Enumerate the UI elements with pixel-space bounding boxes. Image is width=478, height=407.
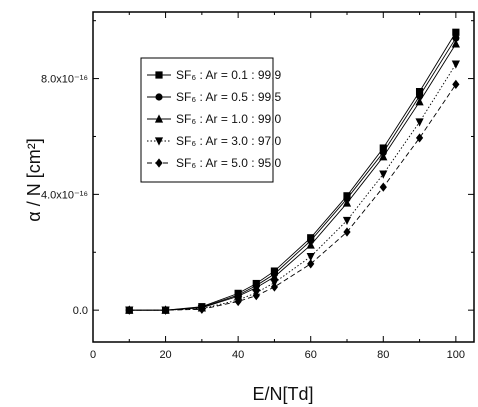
axis-ticks	[92, 12, 474, 342]
x-tick-label: 100	[447, 349, 465, 361]
legend: SF₆ : Ar = 0.1 : 99.9 SF₆ : Ar = 0.5 : 99…	[140, 57, 282, 183]
data-point	[306, 240, 315, 249]
data-point	[198, 304, 206, 314]
data-point	[379, 170, 388, 179]
legend-item-1: SF₆ : Ar = 0.1 : 99.9	[147, 68, 282, 82]
legend-label: SF₆ : Ar = 3.0 : 97.0	[176, 134, 282, 148]
data-point	[451, 60, 460, 69]
legend-label: SF₆ : Ar = 1.0 : 99.0	[176, 112, 282, 126]
data-point	[343, 227, 351, 237]
y-axis-title: α / N [cm²]	[24, 138, 44, 221]
data-point	[415, 88, 424, 96]
data-point	[379, 182, 387, 192]
legend-box	[140, 57, 274, 183]
series-5	[125, 79, 460, 315]
plot-frame	[92, 11, 475, 343]
data-point	[452, 34, 460, 42]
y-axis-tick-labels: 0.0 4.0x10⁻¹⁶ 8.0x10⁻¹⁶	[41, 74, 88, 318]
legend-marker	[155, 158, 163, 168]
y-tick-label: 4.0x10⁻¹⁶	[41, 189, 88, 201]
x-axis-tick-labels: 0 20 40 60 80 100	[90, 349, 465, 361]
series-layer	[125, 28, 460, 315]
data-point	[342, 198, 352, 207]
data-point	[379, 144, 387, 152]
data-point	[307, 259, 315, 269]
legend-item-3: SF₆ : Ar = 1.0 : 99.0	[147, 112, 282, 126]
y-tick-label: 0.0	[73, 305, 88, 317]
data-point	[252, 291, 260, 301]
legend-marker	[155, 71, 163, 79]
data-point	[234, 296, 242, 307]
data-point	[161, 305, 170, 315]
x-tick-label: 20	[159, 349, 171, 361]
data-point	[306, 253, 315, 262]
data-point	[125, 305, 133, 315]
x-axis-title: E/N[Td]	[252, 384, 313, 404]
data-point	[415, 133, 424, 143]
legend-marker	[154, 114, 164, 123]
legend-marker	[154, 137, 164, 146]
legend-marker	[155, 93, 163, 101]
data-point	[451, 39, 460, 48]
data-point	[270, 272, 279, 281]
x-tick-label: 80	[377, 349, 389, 361]
data-point	[415, 118, 424, 127]
legend-item-2: SF₆ : Ar = 0.5 : 99.5	[147, 90, 282, 104]
data-point	[270, 282, 279, 292]
legend-item-4: SF₆ : Ar = 3.0 : 97.0	[147, 134, 282, 148]
x-tick-label: 40	[232, 349, 244, 361]
x-tick-label: 0	[90, 349, 96, 361]
legend-label: SF₆ : Ar = 0.1 : 99.9	[176, 68, 282, 82]
data-point	[452, 28, 460, 36]
legend-label: SF₆ : Ar = 5.0 : 95.0	[176, 156, 282, 170]
data-point	[415, 92, 424, 100]
data-point	[252, 282, 261, 292]
y-tick-label: 8.0x10⁻¹⁶	[41, 74, 88, 86]
data-point	[342, 216, 352, 226]
data-point	[379, 152, 388, 161]
x-tick-label: 60	[305, 349, 317, 361]
legend-label: SF₆ : Ar = 0.5 : 99.5	[176, 90, 282, 104]
data-point	[415, 97, 424, 106]
data-point	[452, 79, 460, 89]
legend-item-5: SF₆ : Ar = 5.0 : 95.0	[147, 156, 282, 170]
